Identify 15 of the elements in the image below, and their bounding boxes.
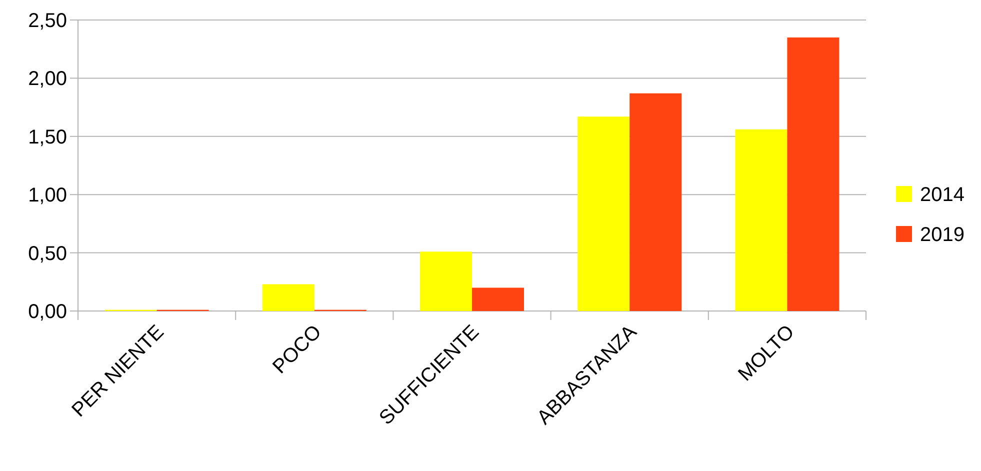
y-tick-label: 0,50 [28, 242, 67, 265]
y-tick-label: 1,00 [28, 184, 67, 207]
bar [420, 252, 472, 311]
bar [630, 93, 682, 311]
bar [735, 129, 788, 311]
y-tick-label: 2,50 [28, 10, 67, 32]
y-tick-label: 1,50 [28, 126, 67, 148]
bar [472, 288, 524, 311]
bar [262, 284, 314, 311]
legend-label: 2014 [920, 184, 964, 206]
bar [787, 37, 840, 311]
bar [578, 116, 630, 311]
y-tick-label: 0,00 [28, 301, 67, 323]
y-tick-label: 2,00 [28, 68, 67, 90]
legend-label: 2019 [920, 224, 964, 246]
